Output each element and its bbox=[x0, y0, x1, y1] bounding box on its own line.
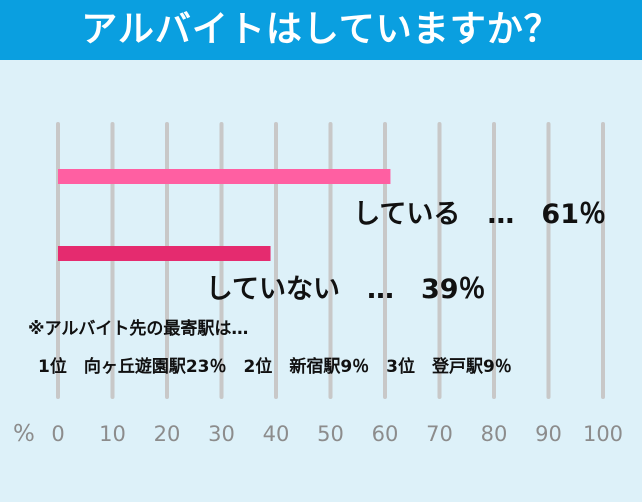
x-tick-label-90: 90 bbox=[535, 422, 562, 446]
x-tick-label-40: 40 bbox=[263, 422, 290, 446]
bar-1 bbox=[58, 169, 391, 184]
x-tick-label-0: 0 bbox=[51, 422, 64, 446]
x-axis-ticks: 0 10 20 30 40 50 60 70 80 90 100 bbox=[51, 422, 623, 446]
bars bbox=[58, 169, 391, 261]
title-banner: アルバイトはしていますか？ bbox=[0, 0, 642, 60]
station-note-heading: ※アルバイト先の最寄駅は… bbox=[28, 319, 249, 339]
station-note: ※アルバイト先の最寄駅は… 1位 向ヶ丘遊園駅23％ 2位 新宿駅9％ 3位 登… bbox=[28, 318, 628, 378]
station-ranking: 1位 向ヶ丘遊園駅23％ 2位 新宿駅9％ 3位 登戸駅9％ bbox=[38, 357, 512, 377]
x-tick-label-80: 80 bbox=[481, 422, 508, 446]
x-tick-label-50: 50 bbox=[317, 422, 344, 446]
x-axis-unit-label: % bbox=[13, 421, 35, 447]
bar-labels: している … 61％ していない … 39％ bbox=[206, 199, 606, 305]
bar-2 bbox=[58, 246, 271, 261]
x-tick-label-10: 10 bbox=[99, 422, 126, 446]
chart-title: アルバイトはしていますか？ bbox=[81, 9, 561, 50]
x-tick-label-60: 60 bbox=[372, 422, 399, 446]
x-tick-label-30: 30 bbox=[208, 422, 235, 446]
bar-label-2: していない … 39％ bbox=[206, 274, 486, 305]
x-tick-label-70: 70 bbox=[426, 422, 453, 446]
bar-label-1: している … 61％ bbox=[353, 199, 606, 230]
x-tick-label-100: 100 bbox=[583, 422, 623, 446]
x-tick-label-20: 20 bbox=[154, 422, 181, 446]
